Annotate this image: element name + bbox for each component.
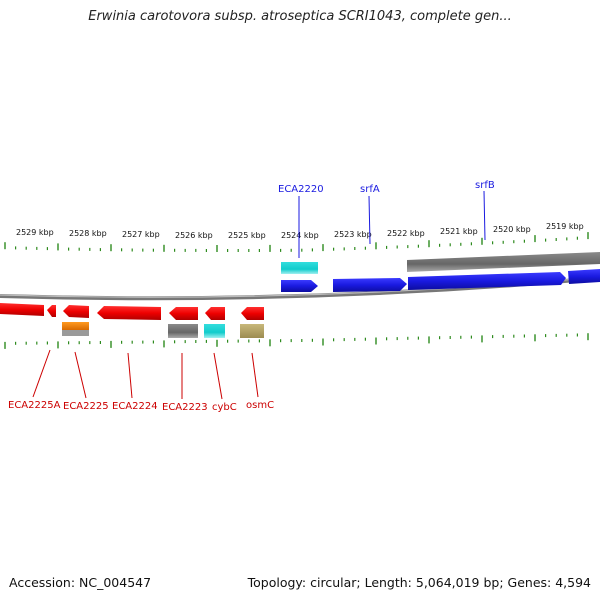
gene-eca2220-arrow[interactable] bbox=[281, 280, 318, 292]
orange-feature[interactable] bbox=[62, 322, 89, 330]
gene-eca2225a-arrow[interactable] bbox=[0, 303, 44, 316]
gray-feature-small[interactable] bbox=[62, 330, 89, 336]
gray-feature[interactable] bbox=[168, 324, 198, 338]
leader-line-eca2225 bbox=[74, 351, 87, 399]
gray-feature-long[interactable] bbox=[407, 252, 600, 272]
scale-label: 2523 kbp bbox=[334, 230, 372, 239]
label-eca2224[interactable]: ECA2224 bbox=[112, 401, 158, 412]
gene-cybc-arrow[interactable] bbox=[205, 307, 225, 320]
bottom-tick-row bbox=[4, 333, 589, 349]
genome-summary-text: Topology: circular; Length: 5,064,019 bp… bbox=[247, 575, 591, 590]
cyan-feature[interactable] bbox=[281, 262, 318, 274]
scale-label: 2526 kbp bbox=[175, 231, 213, 240]
label-cybc[interactable]: cybC bbox=[212, 402, 237, 413]
gene-osmc-arrow[interactable] bbox=[241, 307, 264, 320]
forward-strand-genes bbox=[281, 269, 600, 292]
reverse-labels: ECA2225A ECA2225 ECA2224 ECA2223 cybC os… bbox=[8, 349, 274, 413]
reverse-strand-genes bbox=[0, 303, 264, 320]
gene-srfa-arrow[interactable] bbox=[333, 278, 407, 292]
top-tick-row bbox=[4, 232, 589, 252]
scale-label: 2524 kbp bbox=[281, 231, 319, 240]
leader-line-eca2225a bbox=[32, 349, 51, 398]
scale-label: 2521 kbp bbox=[440, 227, 478, 236]
label-eca2223[interactable]: ECA2223 bbox=[162, 402, 208, 413]
leader-line-srfb bbox=[483, 190, 486, 241]
map-title: Erwinia carotovora subsp. atroseptica SC… bbox=[88, 9, 512, 24]
label-eca2225[interactable]: ECA2225 bbox=[63, 401, 109, 412]
label-eca2220[interactable]: ECA2220 bbox=[278, 184, 324, 195]
gene-small-arrow[interactable] bbox=[47, 305, 56, 317]
forward-labels: ECA2220 srfA srfB bbox=[278, 180, 495, 258]
scale-label: 2522 kbp bbox=[387, 229, 425, 238]
gene-eca2223-arrow[interactable] bbox=[169, 307, 198, 320]
gene-srfb-arrow[interactable] bbox=[408, 272, 566, 290]
reverse-annotations bbox=[62, 322, 264, 338]
scale-label: 2519 kbp bbox=[546, 222, 584, 231]
gene-eca2224-arrow[interactable] bbox=[97, 306, 161, 320]
scale-label: 2529 kbp bbox=[16, 228, 54, 237]
accession-text: Accession: NC_004547 bbox=[9, 575, 152, 590]
forward-annotations bbox=[281, 252, 600, 274]
leader-line-srfa bbox=[368, 195, 371, 245]
scale-label: 2520 kbp bbox=[493, 225, 531, 234]
leader-line-eca2224 bbox=[127, 352, 133, 399]
cyan-feature-reverse[interactable] bbox=[204, 324, 225, 338]
label-srfa[interactable]: srfA bbox=[360, 184, 380, 195]
label-srfb[interactable]: srfB bbox=[475, 180, 495, 191]
scale-label: 2528 kbp bbox=[69, 229, 107, 238]
gene-next-arrow[interactable] bbox=[568, 269, 600, 284]
label-eca2225a[interactable]: ECA2225A bbox=[8, 400, 61, 411]
leader-line-cybc bbox=[213, 352, 223, 400]
scale-labels: 2529 kbp 2528 kbp 2527 kbp 2526 kbp 2525… bbox=[16, 222, 584, 240]
leader-line-osmc bbox=[251, 352, 259, 398]
label-osmc[interactable]: osmC bbox=[246, 400, 274, 411]
scale-label: 2527 kbp bbox=[122, 230, 160, 239]
khaki-feature[interactable] bbox=[240, 324, 264, 338]
scale-label: 2525 kbp bbox=[228, 231, 266, 240]
gene-eca2225-arrow[interactable] bbox=[63, 305, 89, 318]
